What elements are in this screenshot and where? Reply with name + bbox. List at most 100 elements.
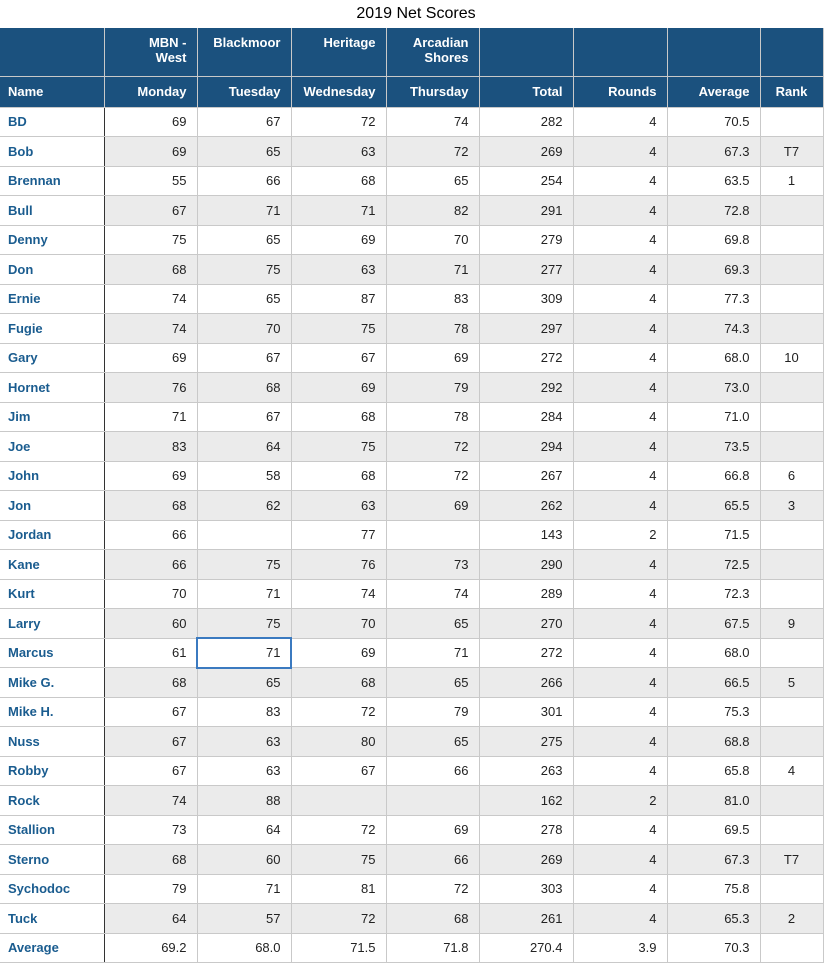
- score-cell[interactable]: 71: [290, 195, 387, 226]
- column-header-cell[interactable]: Monday: [103, 75, 198, 108]
- score-cell[interactable]: 64: [103, 903, 198, 934]
- score-cell[interactable]: 67: [196, 106, 292, 137]
- score-cell[interactable]: 66.5: [666, 667, 761, 698]
- score-cell[interactable]: 71: [196, 195, 292, 226]
- score-cell[interactable]: 279: [478, 224, 574, 255]
- score-cell[interactable]: 269: [478, 844, 574, 875]
- score-cell[interactable]: 75: [196, 608, 292, 639]
- score-cell[interactable]: 4: [572, 667, 668, 698]
- score-cell[interactable]: 71.8: [385, 932, 480, 963]
- score-cell[interactable]: 291: [478, 195, 574, 226]
- player-name-cell[interactable]: Don: [0, 254, 105, 285]
- score-cell[interactable]: 79: [385, 696, 480, 727]
- player-name-cell[interactable]: John: [0, 460, 105, 491]
- score-cell[interactable]: 64: [196, 431, 292, 462]
- score-cell[interactable]: 69: [385, 814, 480, 845]
- score-cell[interactable]: 4: [572, 637, 668, 668]
- score-cell[interactable]: 65.8: [666, 755, 761, 786]
- score-cell[interactable]: 73: [103, 814, 198, 845]
- score-cell[interactable]: 66: [103, 519, 198, 550]
- score-cell[interactable]: 66: [385, 755, 480, 786]
- score-cell[interactable]: 3.9: [572, 932, 668, 963]
- player-name-cell[interactable]: Hornet: [0, 372, 105, 403]
- rank-cell[interactable]: [759, 814, 824, 845]
- score-cell[interactable]: 263: [478, 755, 574, 786]
- score-cell[interactable]: 4: [572, 608, 668, 639]
- score-cell[interactable]: 72: [385, 873, 480, 904]
- score-cell[interactable]: 4: [572, 460, 668, 491]
- score-cell[interactable]: 70.5: [666, 106, 761, 137]
- score-cell[interactable]: 68: [290, 165, 387, 196]
- score-cell[interactable]: 71: [103, 401, 198, 432]
- rank-cell[interactable]: [759, 313, 824, 344]
- player-name-cell[interactable]: Mike H.: [0, 696, 105, 727]
- score-cell[interactable]: 269: [478, 136, 574, 167]
- score-cell[interactable]: 65: [385, 726, 480, 757]
- column-header-cell[interactable]: Wednesday: [290, 75, 387, 108]
- score-cell[interactable]: 290: [478, 549, 574, 580]
- score-cell[interactable]: 69: [290, 224, 387, 255]
- player-name-cell[interactable]: Ernie: [0, 283, 105, 314]
- score-cell[interactable]: 75: [290, 431, 387, 462]
- score-cell[interactable]: 4: [572, 136, 668, 167]
- score-cell[interactable]: 2: [572, 519, 668, 550]
- score-cell[interactable]: 69: [385, 490, 480, 521]
- score-cell[interactable]: 278: [478, 814, 574, 845]
- score-cell[interactable]: 4: [572, 283, 668, 314]
- score-cell[interactable]: 4: [572, 755, 668, 786]
- score-cell[interactable]: 65: [385, 608, 480, 639]
- score-cell[interactable]: 68.0: [196, 932, 292, 963]
- score-cell[interactable]: 70.3: [666, 932, 761, 963]
- score-cell[interactable]: 74.3: [666, 313, 761, 344]
- score-cell[interactable]: 66.8: [666, 460, 761, 491]
- score-cell[interactable]: 297: [478, 313, 574, 344]
- score-cell[interactable]: 4: [572, 342, 668, 373]
- rank-cell[interactable]: 3: [759, 490, 824, 521]
- score-cell[interactable]: 4: [572, 903, 668, 934]
- rank-cell[interactable]: [759, 224, 824, 255]
- score-cell[interactable]: 4: [572, 372, 668, 403]
- score-cell[interactable]: 71: [385, 637, 480, 668]
- score-cell[interactable]: 73.5: [666, 431, 761, 462]
- score-cell[interactable]: 88: [196, 785, 292, 816]
- score-cell[interactable]: 75: [103, 224, 198, 255]
- score-cell[interactable]: 63: [290, 254, 387, 285]
- score-cell[interactable]: 4: [572, 490, 668, 521]
- score-cell[interactable]: 272: [478, 342, 574, 373]
- score-cell[interactable]: 272: [478, 637, 574, 668]
- score-cell[interactable]: 67: [103, 696, 198, 727]
- score-cell[interactable]: 72: [290, 106, 387, 137]
- score-cell[interactable]: 76: [103, 372, 198, 403]
- score-cell[interactable]: 69: [103, 106, 198, 137]
- score-cell[interactable]: 4: [572, 195, 668, 226]
- course-header-cell[interactable]: Arcadian Shores: [385, 28, 480, 77]
- score-cell[interactable]: 4: [572, 165, 668, 196]
- score-cell[interactable]: [385, 519, 480, 550]
- player-name-cell[interactable]: Sterno: [0, 844, 105, 875]
- player-name-cell[interactable]: Average: [0, 932, 105, 963]
- rank-cell[interactable]: [759, 696, 824, 727]
- rank-cell[interactable]: [759, 106, 824, 137]
- score-cell[interactable]: 55: [103, 165, 198, 196]
- rank-cell[interactable]: [759, 283, 824, 314]
- player-name-cell[interactable]: Gary: [0, 342, 105, 373]
- player-name-cell[interactable]: Brennan: [0, 165, 105, 196]
- score-cell[interactable]: 267: [478, 460, 574, 491]
- score-cell[interactable]: 58: [196, 460, 292, 491]
- player-name-cell[interactable]: Larry: [0, 608, 105, 639]
- score-cell[interactable]: 69: [103, 342, 198, 373]
- score-cell[interactable]: 60: [103, 608, 198, 639]
- score-cell[interactable]: 70: [103, 578, 198, 609]
- player-name-cell[interactable]: Marcus: [0, 637, 105, 668]
- rank-cell[interactable]: 10: [759, 342, 824, 373]
- score-cell[interactable]: 75.8: [666, 873, 761, 904]
- score-cell[interactable]: 289: [478, 578, 574, 609]
- score-cell[interactable]: 57: [196, 903, 292, 934]
- player-name-cell[interactable]: Sychodoc: [0, 873, 105, 904]
- score-cell[interactable]: 4: [572, 814, 668, 845]
- rank-cell[interactable]: [759, 578, 824, 609]
- course-header-cell[interactable]: Heritage: [290, 28, 387, 77]
- score-cell[interactable]: 4: [572, 726, 668, 757]
- score-cell[interactable]: 79: [103, 873, 198, 904]
- score-cell[interactable]: 69.3: [666, 254, 761, 285]
